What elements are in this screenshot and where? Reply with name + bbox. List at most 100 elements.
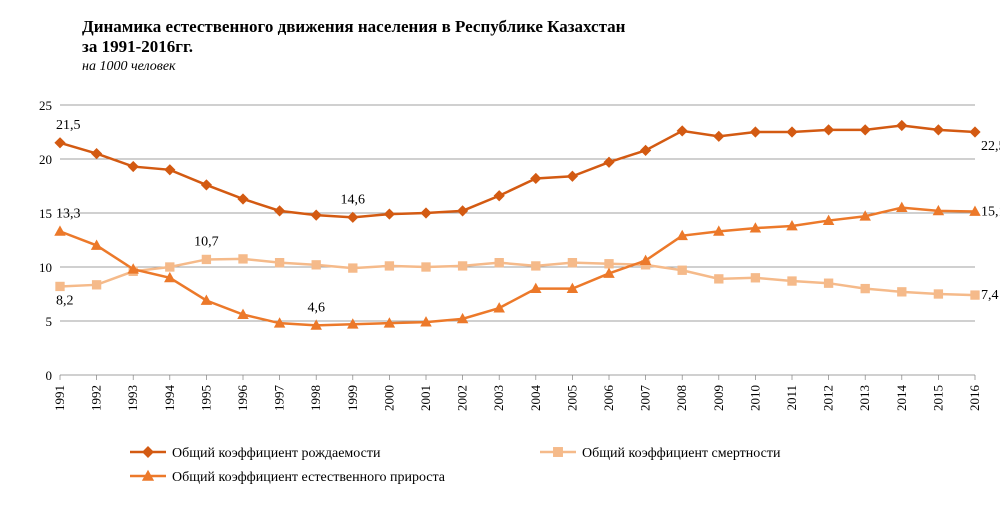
marker-diamond xyxy=(824,125,834,135)
x-tick-label: 2003 xyxy=(491,385,506,411)
marker-square xyxy=(92,281,100,289)
marker-square xyxy=(458,262,466,270)
marker-diamond xyxy=(751,127,761,137)
legend-label: Общий коэффициент смертности xyxy=(582,446,781,461)
marker-square xyxy=(971,291,979,299)
marker-diamond xyxy=(275,206,285,216)
legend-label: Общий коэффициент рождаемости xyxy=(172,446,381,461)
series-line-0 xyxy=(60,126,975,218)
marker-diamond xyxy=(238,194,248,204)
marker-diamond xyxy=(92,149,102,159)
marker-diamond xyxy=(348,212,358,222)
y-tick-label: 15 xyxy=(39,206,52,221)
marker-diamond xyxy=(385,209,395,219)
marker-diamond xyxy=(677,126,687,136)
legend-label: Общий коэффициент естественного прироста xyxy=(172,470,446,485)
marker-square xyxy=(934,290,942,298)
y-tick-label: 0 xyxy=(46,368,53,383)
marker-square xyxy=(678,266,686,274)
marker-square xyxy=(605,260,613,268)
x-tick-label: 2014 xyxy=(894,385,909,412)
data-label: 21,5 xyxy=(56,118,81,133)
marker-square xyxy=(554,448,563,457)
marker-diamond xyxy=(860,125,870,135)
x-tick-label: 1992 xyxy=(89,385,104,411)
data-label: 4,6 xyxy=(307,300,325,315)
x-tick-label: 2009 xyxy=(711,385,726,411)
marker-diamond xyxy=(458,206,468,216)
x-tick-label: 2008 xyxy=(674,385,689,411)
marker-square xyxy=(349,264,357,272)
marker-square xyxy=(898,288,906,296)
data-label: 7,4 xyxy=(981,288,999,303)
marker-diamond xyxy=(934,125,944,135)
x-tick-label: 1991 xyxy=(52,385,67,411)
x-tick-label: 2006 xyxy=(601,385,616,412)
marker-diamond xyxy=(494,191,504,201)
marker-diamond xyxy=(421,208,431,218)
marker-triangle xyxy=(55,226,65,235)
x-tick-label: 2015 xyxy=(930,385,945,411)
marker-square xyxy=(275,259,283,267)
y-tick-label: 25 xyxy=(39,98,52,113)
x-tick-label: 2013 xyxy=(857,385,872,411)
x-tick-label: 2016 xyxy=(967,385,982,412)
marker-diamond xyxy=(165,165,175,175)
data-label: 13,3 xyxy=(56,206,81,221)
x-tick-label: 2010 xyxy=(747,385,762,411)
marker-square xyxy=(422,263,430,271)
y-tick-label: 10 xyxy=(39,260,52,275)
x-tick-label: 2012 xyxy=(821,385,836,411)
chart-title-line2: за 1991-2016гг. xyxy=(82,37,193,56)
chart-svg: Динамика естественного движения населени… xyxy=(0,0,1000,510)
marker-diamond xyxy=(714,131,724,141)
marker-square xyxy=(495,259,503,267)
marker-diamond xyxy=(641,145,651,155)
x-tick-label: 2005 xyxy=(564,385,579,411)
data-label: 10,7 xyxy=(194,234,219,249)
x-tick-label: 2001 xyxy=(418,385,433,411)
marker-square xyxy=(751,274,759,282)
marker-diamond xyxy=(897,121,907,131)
chart-container: Динамика естественного движения населени… xyxy=(0,0,1000,510)
x-tick-label: 1999 xyxy=(345,385,360,411)
marker-diamond xyxy=(531,174,541,184)
x-tick-label: 2011 xyxy=(784,385,799,411)
chart-subtitle: на 1000 человек xyxy=(82,59,176,74)
data-label: 8,2 xyxy=(56,293,74,308)
y-tick-label: 5 xyxy=(46,314,53,329)
x-tick-label: 1993 xyxy=(125,385,140,411)
marker-square xyxy=(861,284,869,292)
marker-diamond xyxy=(143,447,154,458)
marker-square xyxy=(385,262,393,270)
x-tick-label: 2004 xyxy=(528,385,543,412)
series-line-2 xyxy=(60,208,975,326)
x-tick-label: 1995 xyxy=(198,385,213,411)
marker-square xyxy=(56,282,64,290)
marker-square xyxy=(202,255,210,263)
marker-diamond xyxy=(55,138,65,148)
marker-diamond xyxy=(128,162,138,172)
data-label: 14,6 xyxy=(341,192,366,207)
marker-square xyxy=(312,261,320,269)
marker-diamond xyxy=(311,210,321,220)
marker-square xyxy=(715,275,723,283)
x-tick-label: 1996 xyxy=(235,385,250,412)
data-label: 22,5 xyxy=(981,139,1000,154)
x-tick-label: 1998 xyxy=(308,385,323,411)
y-tick-label: 20 xyxy=(39,152,52,167)
marker-square xyxy=(824,279,832,287)
marker-square xyxy=(568,259,576,267)
data-label: 15,14 xyxy=(981,204,1000,219)
marker-diamond xyxy=(970,127,980,137)
x-tick-label: 1997 xyxy=(272,385,287,412)
x-tick-label: 2002 xyxy=(455,385,470,411)
marker-diamond xyxy=(568,171,578,181)
x-tick-label: 1994 xyxy=(162,385,177,412)
legend: Общий коэффициент рождаемости Общий коэфф… xyxy=(130,446,781,485)
chart-title-line1: Динамика естественного движения населени… xyxy=(82,17,626,36)
marker-square xyxy=(166,263,174,271)
x-tick-label: 2007 xyxy=(638,385,653,412)
marker-square xyxy=(532,262,540,270)
marker-square xyxy=(239,255,247,263)
